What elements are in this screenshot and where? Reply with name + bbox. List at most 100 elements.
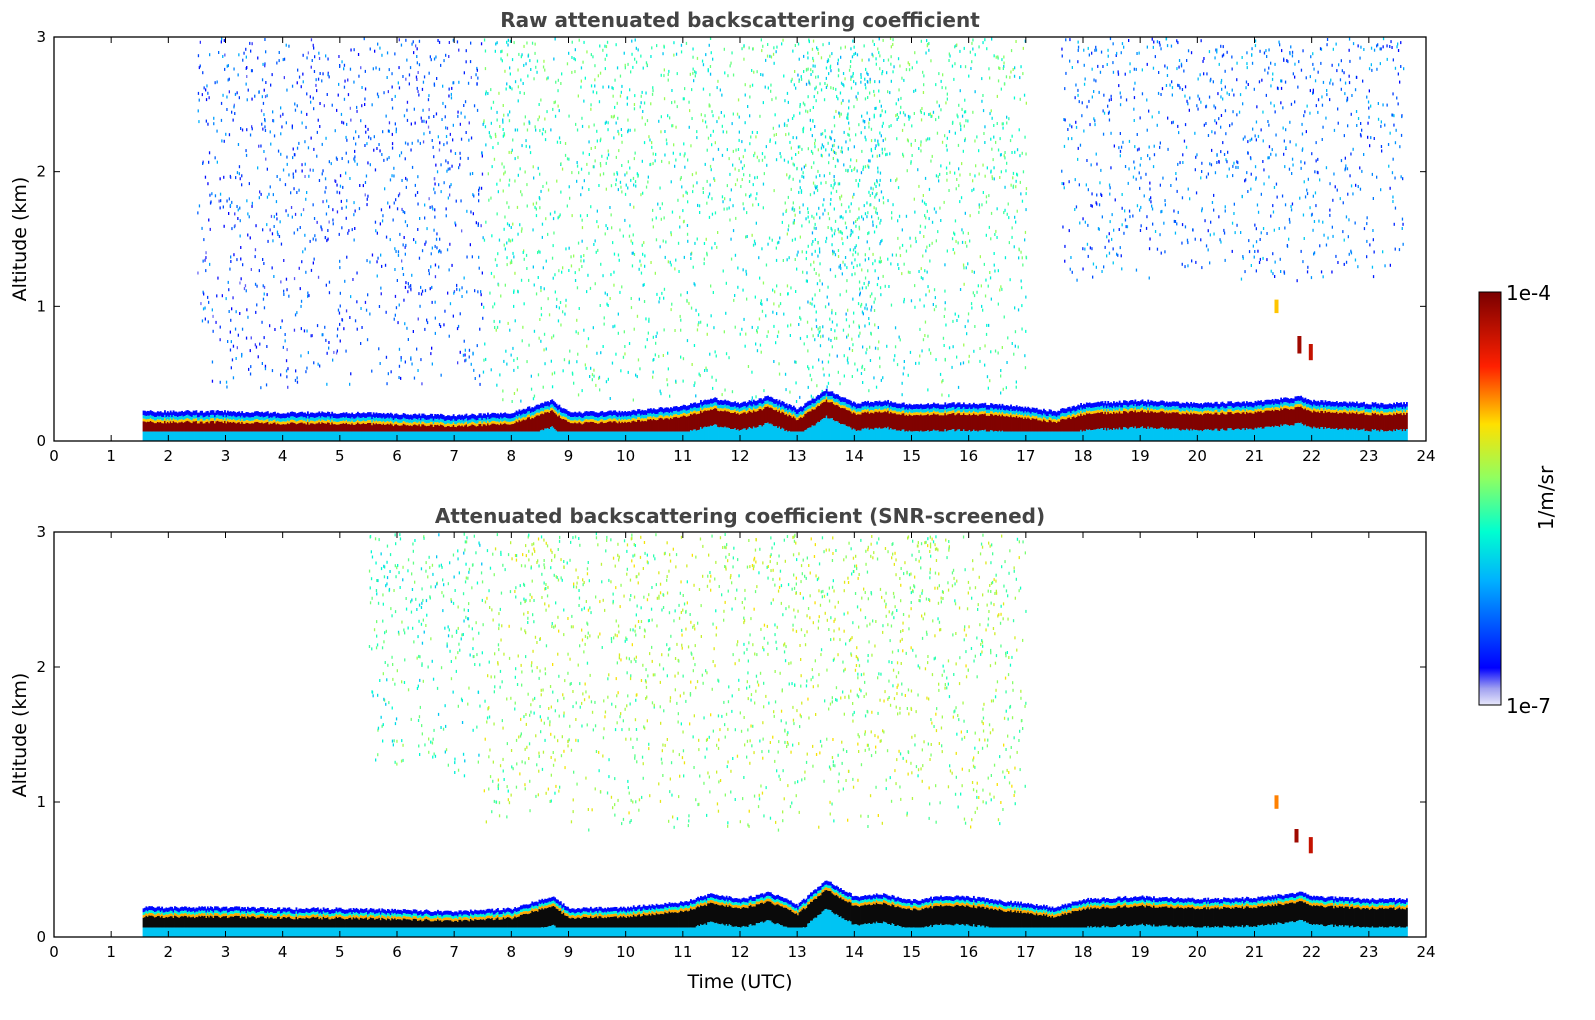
aerosol-point (380, 208, 383, 212)
aerosol-point (400, 376, 402, 380)
aerosol-point (327, 237, 329, 241)
aerosol-point (231, 110, 233, 114)
aerosol-point (671, 302, 673, 306)
aerosol-point (1302, 49, 1304, 53)
aerosol-point (1102, 109, 1104, 113)
aerosol-point (599, 71, 602, 75)
aerosol-point (956, 355, 958, 359)
aerosol-point (852, 297, 854, 301)
aerosol-point (225, 132, 227, 136)
aerosol-point (1370, 63, 1372, 67)
aerosol-point (957, 314, 960, 318)
aerosol-point (1282, 106, 1284, 110)
aerosol-point (1071, 125, 1073, 129)
aerosol-point (676, 105, 678, 109)
aerosol-point (1161, 87, 1164, 91)
boundary-layer-column (154, 417, 156, 421)
aerosol-point (801, 224, 803, 228)
aerosol-point (394, 313, 396, 317)
aerosol-point (1020, 250, 1022, 254)
aerosol-point (928, 113, 930, 116)
aerosol-point (356, 162, 358, 166)
aerosol-point (1250, 187, 1252, 191)
aerosol-point (674, 164, 676, 168)
aerosol-point (491, 234, 493, 238)
aerosol-point (292, 175, 295, 179)
aerosol-point (1307, 177, 1309, 181)
aerosol-point (264, 64, 266, 68)
aerosol-point (810, 149, 813, 153)
aerosol-point (778, 372, 781, 376)
aerosol-point (805, 82, 808, 86)
aerosol-point (996, 207, 998, 211)
aerosol-point (660, 217, 662, 221)
aerosol-point (442, 101, 444, 105)
aerosol-point (1129, 215, 1131, 219)
boundary-layer-column (234, 416, 236, 420)
aerosol-point (601, 154, 603, 158)
aerosol-point (464, 348, 466, 352)
aerosol-point (820, 132, 822, 136)
aerosol-point (264, 364, 267, 368)
aerosol-point (713, 326, 715, 330)
boundary-layer-column (226, 418, 229, 422)
aerosol-point (695, 171, 697, 175)
aerosol-point (279, 220, 281, 224)
aerosol-point (418, 256, 421, 260)
aerosol-point (814, 293, 816, 297)
aerosol-point (439, 141, 441, 145)
aerosol-point (376, 147, 378, 150)
aerosol-point (1099, 181, 1101, 185)
aerosol-point (236, 205, 238, 208)
aerosol-point (1133, 160, 1135, 164)
aerosol-point (1003, 315, 1005, 319)
aerosol-point (483, 358, 485, 362)
aerosol-point (1394, 206, 1397, 210)
aerosol-point (316, 89, 318, 93)
aerosol-point (588, 171, 590, 175)
boundary-layer-column (158, 422, 161, 432)
aerosol-point (877, 347, 879, 351)
aerosol-point (1291, 172, 1293, 175)
aerosol-point (1391, 46, 1393, 49)
aerosol-point (1128, 139, 1131, 143)
aerosol-point (319, 125, 321, 128)
aerosol-point (1302, 147, 1304, 151)
aerosol-point (648, 317, 650, 321)
aerosol-point (874, 80, 876, 84)
aerosol-point (951, 237, 954, 241)
aerosol-point (1372, 229, 1374, 232)
aerosol-point (398, 376, 400, 379)
aerosol-point (465, 60, 467, 64)
aerosol-point (537, 373, 540, 377)
aerosol-point (1280, 101, 1282, 105)
aerosol-point (1091, 192, 1093, 196)
aerosol-point (761, 49, 763, 53)
aerosol-point (935, 83, 937, 87)
aerosol-point (376, 92, 379, 96)
aerosol-point (872, 54, 874, 58)
aerosol-point (240, 277, 242, 281)
aerosol-point (894, 354, 896, 358)
aerosol-point (796, 267, 798, 271)
aerosol-point (849, 248, 851, 252)
aerosol-point (853, 52, 855, 56)
aerosol-point (1259, 49, 1261, 53)
aerosol-point (448, 268, 450, 272)
aerosol-point (1187, 264, 1189, 268)
aerosol-point (1304, 161, 1306, 165)
aerosol-point (659, 389, 661, 393)
aerosol-point (656, 44, 658, 48)
aerosol-point (783, 158, 786, 162)
boundary-layer-column (159, 415, 162, 420)
aerosol-point (1309, 111, 1311, 115)
aerosol-point (981, 203, 983, 207)
aerosol-point (251, 125, 253, 129)
aerosol-point (846, 235, 849, 239)
aerosol-point (542, 127, 544, 131)
aerosol-point (721, 124, 723, 128)
aerosol-point (930, 159, 932, 163)
aerosol-point (468, 138, 470, 142)
aerosol-point (1246, 66, 1248, 70)
aerosol-point (580, 66, 583, 70)
